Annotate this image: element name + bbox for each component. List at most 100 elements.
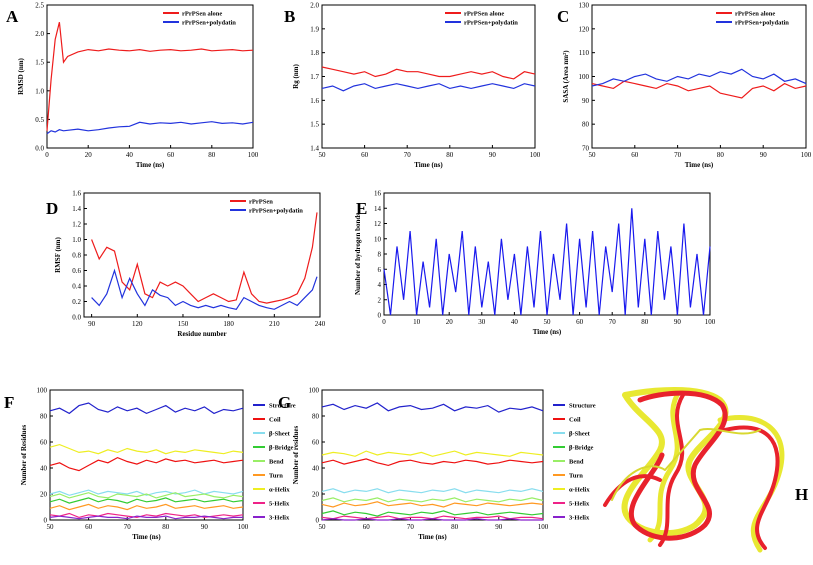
y-tick-label: 0.2	[72, 298, 81, 306]
x-tick-label: 150	[178, 320, 189, 328]
x-tick-label: 100	[248, 151, 259, 159]
legend-label: rPrPSen alone	[464, 11, 504, 18]
x-tick-label: 0	[382, 318, 386, 326]
y-tick-label: 40	[312, 465, 320, 473]
y-tick-label: 8	[378, 251, 382, 259]
x-tick-label: 100	[530, 151, 541, 159]
x-axis-label: Time (ns)	[132, 533, 161, 541]
x-tick-label: 90	[489, 151, 497, 159]
series-line	[321, 488, 544, 494]
legend-label: Bend	[269, 459, 284, 466]
x-tick-label: 100	[538, 523, 549, 531]
y-axis-label: Rg (nm)	[292, 63, 300, 88]
y-tick-label: 2.0	[310, 2, 319, 10]
x-tick-label: 50	[589, 151, 597, 159]
x-tick-label: 50	[319, 151, 327, 159]
panel-label: F	[4, 393, 14, 412]
legend-label: Bend	[569, 459, 584, 466]
legend-label: rPrPSen	[249, 199, 273, 206]
legend-label: rPrPSen alone	[182, 11, 222, 18]
series-line	[49, 443, 244, 455]
series-line	[91, 268, 318, 310]
plot-frame	[383, 192, 711, 316]
x-tick-label: 40	[126, 151, 134, 159]
y-axis-label: Number of Residues	[20, 424, 28, 485]
y-tick-label: 14	[374, 205, 382, 213]
legend-label: 5-Helix	[569, 501, 590, 508]
x-tick-label: 80	[717, 151, 725, 159]
y-tick-label: 80	[312, 413, 320, 421]
x-tick-label: 90	[674, 318, 682, 326]
y-tick-label: 2.5	[35, 2, 44, 10]
x-tick-label: 60	[167, 151, 175, 159]
x-axis-label: Residue number	[177, 330, 226, 338]
x-tick-label: 40	[511, 318, 519, 326]
y-axis-label: SASA (Area nm²)	[562, 50, 570, 103]
x-tick-label: 100	[238, 523, 249, 531]
x-tick-label: 70	[124, 523, 132, 531]
plot-frame	[49, 389, 244, 521]
legend-label: Turn	[269, 473, 283, 480]
y-tick-label: 12	[374, 220, 382, 228]
legend-label: Structure	[569, 403, 596, 410]
x-tick-label: 80	[162, 523, 170, 531]
panel-label: C	[557, 7, 569, 26]
y-tick-label: 60	[312, 439, 320, 447]
y-tick-label: 100	[37, 387, 48, 395]
series-line	[321, 66, 536, 80]
legend-label: α-Helix	[569, 487, 590, 494]
y-tick-label: 1.4	[310, 145, 319, 153]
series-line	[49, 456, 244, 472]
protein-structure	[603, 387, 785, 553]
series-line	[49, 489, 244, 496]
y-tick-label: 0.6	[72, 267, 81, 275]
series-line	[49, 492, 244, 499]
series-line	[591, 68, 807, 87]
x-tick-label: 70	[609, 318, 617, 326]
series-line	[49, 497, 244, 504]
y-tick-label: 60	[40, 439, 48, 447]
legend-label: Coil	[269, 417, 281, 424]
y-tick-label: 1.6	[310, 97, 319, 105]
x-axis-label: Time (ns)	[136, 161, 165, 169]
y-tick-label: 0	[378, 312, 382, 320]
y-tick-label: 6	[378, 266, 382, 274]
x-axis-label: Time (ns)	[685, 161, 714, 169]
y-axis-label: RMSD (nm)	[17, 57, 25, 94]
y-tick-label: 2	[378, 296, 382, 304]
series-line	[321, 510, 544, 517]
series-line	[383, 208, 711, 316]
x-axis-label: Time (ns)	[414, 161, 443, 169]
y-tick-label: 0.8	[72, 252, 81, 260]
y-tick-label: 80	[582, 121, 590, 129]
legend-label: rPrPSen+polydatin	[464, 20, 518, 27]
y-axis-label: Number of hydrogen bonds	[354, 213, 362, 295]
y-tick-label: 100	[579, 73, 590, 81]
y-tick-label: 110	[579, 49, 590, 57]
x-tick-label: 180	[223, 320, 234, 328]
y-tick-label: 10	[374, 235, 382, 243]
series-line	[321, 501, 544, 508]
x-tick-label: 100	[801, 151, 812, 159]
x-tick-label: 60	[363, 523, 371, 531]
y-tick-label: 0	[44, 517, 48, 525]
y-tick-label: 0	[316, 517, 320, 525]
legend-label: Turn	[569, 473, 583, 480]
y-tick-label: 16	[374, 190, 382, 198]
series-line	[321, 497, 544, 503]
series-line	[321, 450, 544, 457]
x-tick-label: 80	[446, 151, 454, 159]
x-tick-label: 50	[319, 523, 327, 531]
x-tick-label: 60	[576, 318, 584, 326]
x-tick-label: 20	[85, 151, 93, 159]
panel-label: E	[356, 199, 367, 218]
legend-label: 5-Helix	[269, 501, 290, 508]
x-tick-label: 80	[208, 151, 216, 159]
y-tick-label: 4	[378, 281, 382, 289]
x-tick-label: 20	[446, 318, 454, 326]
x-tick-label: 90	[760, 151, 768, 159]
series-line	[321, 458, 544, 467]
y-tick-label: 0.0	[35, 145, 44, 153]
legend-label: 3-Helix	[569, 515, 590, 522]
